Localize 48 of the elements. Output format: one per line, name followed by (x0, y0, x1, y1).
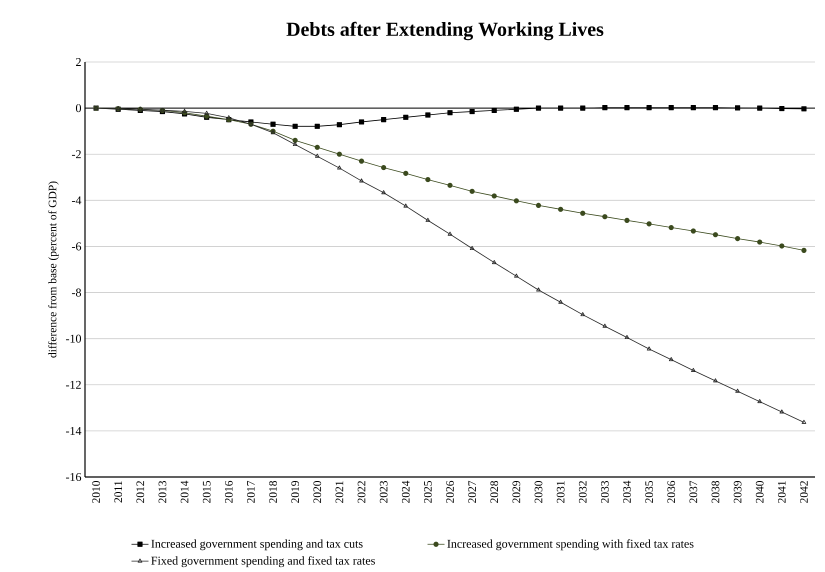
x-tick-label: 2017 (247, 480, 255, 503)
x-tick-label: 2040 (756, 480, 764, 503)
y-axis-title: difference from base (percent of GDP) (48, 182, 59, 358)
x-tick-label: 2037 (689, 480, 698, 503)
y-tick-label: -12 (66, 380, 81, 389)
x-tick-label: 2035 (645, 480, 653, 503)
x-tick-label: 2011 (114, 481, 122, 503)
y-tick-label: -10 (66, 334, 82, 343)
legend-label: Increased government spending and tax cuts (151, 539, 363, 550)
y-tick-label: -4 (72, 196, 82, 204)
x-tick-label: 2021 (336, 481, 344, 503)
y-tick-label: 0 (76, 104, 82, 112)
x-tick-label: 2026 (446, 480, 454, 503)
y-tick-label: 2 (76, 58, 81, 66)
x-tick-label: 2039 (734, 481, 742, 503)
x-tick-label: 2013 (158, 480, 166, 503)
x-tick-label: 2025 (424, 480, 432, 503)
x-tick-label: 2020 (313, 480, 322, 503)
x-tick-label: 2019 (291, 481, 300, 503)
x-tick-label: 2032 (578, 481, 587, 503)
x-tick-label: 2027 (468, 480, 476, 503)
x-tick-label: 2014 (180, 480, 188, 503)
x-tick-label: 2023 (380, 480, 388, 503)
x-tick-label: 2016 (224, 480, 233, 503)
x-tick-label: 2033 (601, 480, 609, 503)
x-tick-label: 2024 (402, 480, 410, 503)
x-tick-label: 2015 (202, 480, 211, 503)
y-tick-label: -16 (66, 472, 82, 482)
legend-label: Fixed government spending and fixed tax rates (151, 556, 375, 568)
y-tick-label: -14 (66, 426, 82, 435)
x-tick-label: 2018 (269, 480, 277, 503)
x-tick-label: 2031 (556, 481, 564, 503)
x-tick-label: 2029 (512, 481, 520, 503)
x-tick-label: 2012 (136, 481, 144, 503)
x-tick-label: 2028 (490, 480, 498, 503)
x-tick-label: 2010 (92, 480, 100, 503)
x-tick-label: 2022 (358, 481, 366, 503)
y-tick-label: -8 (72, 288, 82, 297)
x-tick-label: 2041 (778, 481, 786, 503)
x-tick-label: 2042 (800, 481, 808, 503)
x-tick-label: 2034 (623, 480, 631, 503)
y-tick-label: -2 (72, 150, 81, 158)
x-tick-label: 2036 (667, 480, 676, 503)
chart-title: Debts after Extending Working Lives (286, 22, 604, 40)
legend-label: Increased government spending with fixed tax rates (447, 539, 694, 550)
x-tick-label: 2030 (534, 480, 542, 503)
x-tick-label: 2038 (712, 480, 720, 503)
y-tick-label: -6 (72, 242, 82, 250)
